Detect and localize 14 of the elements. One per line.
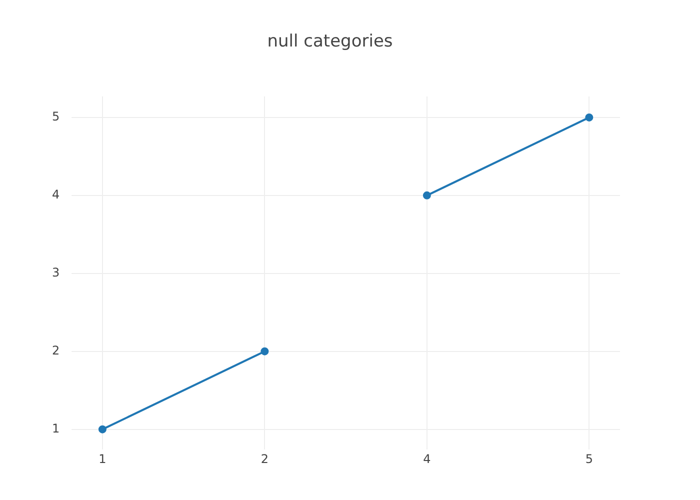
point	[98, 425, 106, 434]
y-tick-label: 2	[52, 343, 60, 358]
x-tick-label: 2	[260, 452, 269, 466]
chart-title: null categories	[267, 32, 393, 52]
y-tick-label: 4	[52, 188, 60, 202]
y-tick-label: 1	[52, 421, 60, 436]
y-tick-label: 3	[52, 266, 60, 280]
x-tick-label: 5	[585, 452, 593, 466]
point	[422, 191, 431, 200]
x-tick-label: 1	[98, 452, 106, 466]
y-tick-label: 5	[52, 110, 60, 124]
point	[585, 113, 594, 122]
x-tick-label: 4	[423, 452, 431, 466]
point	[260, 347, 269, 356]
